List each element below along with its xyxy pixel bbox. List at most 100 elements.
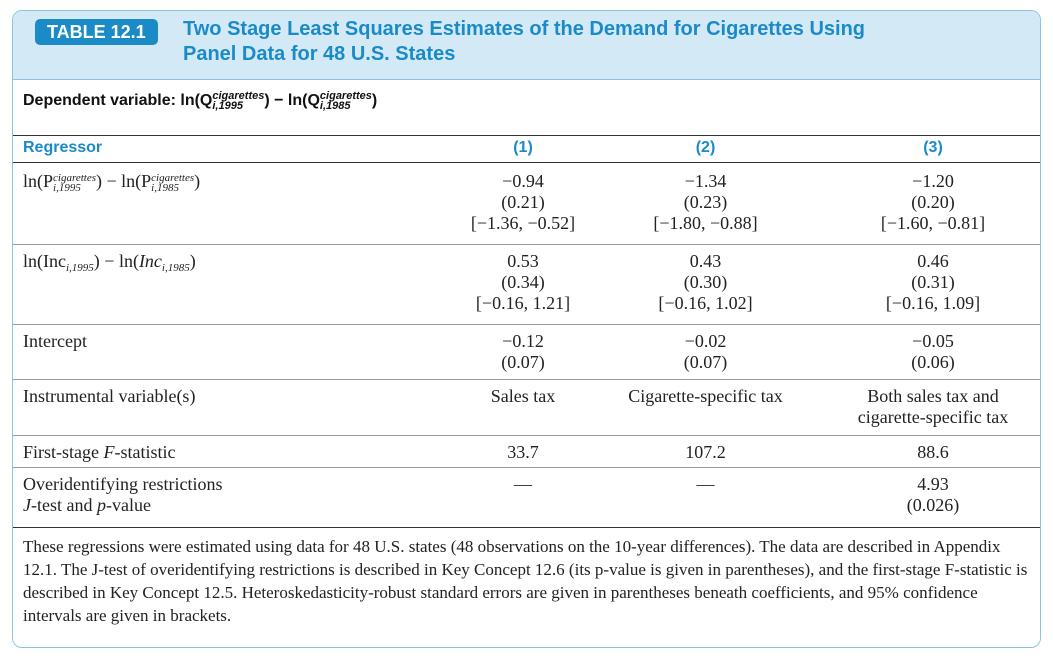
row-price-label: ln(P cigarettes i,1995) − ln(P cigarettes i,…	[23, 171, 201, 194]
fstat-c3: 88.6	[917, 442, 949, 462]
row-income-c1: 0.53 (0.34) [−0.16, 1.21]	[443, 251, 603, 314]
price-c3-se: (0.20)	[911, 192, 955, 212]
rule-row2	[13, 324, 1040, 325]
row-instruments-c2: Cigarette-specific tax	[613, 386, 798, 407]
dep-sub-2: i,1985	[319, 100, 351, 112]
dep-sup-1: cigarettes	[212, 90, 265, 102]
intercept-c2-se: (0.07)	[683, 352, 728, 372]
price-c2-ci: [−1.80, −0.88]	[653, 213, 758, 233]
price-c1-coef: −0.94	[502, 171, 544, 191]
price-supsub-2: cigarettes i,1985	[151, 171, 195, 194]
income-c1-se: (0.34)	[501, 272, 545, 292]
price-c3-ci: [−1.60, −0.81]	[880, 213, 986, 233]
table-title: Two Stage Least Squares Estimates of the…	[183, 18, 866, 65]
column-header-row: Regressor (1) (2) (3)	[13, 139, 1040, 163]
row-jtest-c2: —	[613, 474, 798, 495]
dep-prefix: Dependent variable: ln(Q	[23, 92, 213, 110]
intercept-c3-se: (0.06)	[911, 352, 955, 372]
instruments-c1: Sales tax	[490, 386, 556, 406]
jtest-label-line2: J-test and p-value	[23, 495, 151, 515]
price-sub-2: i,1985	[151, 181, 179, 194]
price-ln1: ln(P	[23, 171, 54, 191]
rule-row4	[13, 435, 1040, 436]
row-instruments-label: Instrumental variable(s)	[23, 386, 196, 406]
row-price-c3: −1.20 (0.20) [−1.60, −0.81]	[833, 171, 1033, 234]
col3-header: (3)	[923, 139, 943, 156]
rule-row1	[13, 244, 1040, 245]
table-frame: TABLE 12.1 Two Stage Least Squares Estim…	[12, 10, 1041, 648]
regressor-header: Regressor	[23, 139, 103, 156]
intercept-c1-se: (0.07)	[501, 352, 545, 372]
table-badge: TABLE 12.1	[35, 19, 158, 45]
price-c2-se: (0.23)	[683, 192, 728, 212]
price-supsub-1: cigarettes i,1995	[53, 171, 96, 194]
row-fstat-c3: 88.6	[833, 442, 1033, 463]
row-jtest-c1: —	[443, 474, 603, 495]
fstat-c1: 33.7	[507, 442, 539, 462]
instruments-c3-line2: cigarette-specific tax	[857, 407, 1009, 427]
rule-bottom	[13, 527, 1040, 528]
dependent-variable: Dependent variable: ln(Q cigarettes i,1995…	[23, 90, 378, 112]
intercept-c1-coef: −0.12	[502, 331, 544, 351]
row-income-c3: 0.46 (0.31) [−0.16, 1.09]	[833, 251, 1033, 314]
dep-supsub-1: cigarettes i,1995	[212, 90, 265, 112]
row-fstat-c2: 107.2	[613, 442, 798, 463]
row-fstat-c1: 33.7	[443, 442, 603, 463]
jtest-label-line1: Overidentifying restrictions	[23, 474, 223, 494]
row-instruments-c3: Both sales tax and cigarette-specific ta…	[833, 386, 1033, 428]
income-c2-se: (0.30)	[683, 272, 728, 292]
row-jtest-c3: 4.93 (0.026)	[833, 474, 1033, 516]
income-sub-2: i,1985	[161, 262, 190, 274]
row-instruments-c1: Sales tax	[443, 386, 603, 407]
income-sub-1: i,1995	[65, 262, 94, 274]
row-income-c2: 0.43 (0.30) [−0.16, 1.02]	[613, 251, 798, 314]
rule-row5	[13, 467, 1040, 468]
col1-header: (1)	[513, 139, 533, 156]
income-sub-wrap-2: i,1985	[161, 262, 190, 274]
row-price-c2: −1.34 (0.23) [−1.80, −0.88]	[613, 171, 798, 234]
jtest-c2: —	[696, 474, 715, 494]
table-note: These regressions were estimated using d…	[23, 537, 1028, 625]
dep-supsub-2: cigarettes i,1985	[319, 90, 372, 112]
rule-top	[13, 135, 1040, 136]
row-price-c1: −0.94 (0.21) [−1.36, −0.52]	[443, 171, 603, 234]
col2-header: (2)	[695, 139, 716, 156]
price-c1-ci: [−1.36, −0.52]	[470, 213, 576, 233]
rule-header	[13, 162, 1040, 163]
row-fstat-label: First-stage F-statistic	[23, 442, 176, 462]
row-intercept-label: Intercept	[23, 331, 87, 351]
income-c2-coef: 0.43	[689, 251, 722, 271]
income-c1-coef: 0.53	[507, 251, 539, 271]
price-c1-se: (0.21)	[501, 192, 545, 212]
price-sub-1: i,1995	[53, 181, 81, 194]
row-intercept-c1: −0.12 (0.07)	[443, 331, 603, 373]
jtest-c3-pvalue: (0.026)	[906, 495, 960, 515]
price-c3-coef: −1.20	[912, 171, 954, 191]
income-c3-coef: 0.46	[917, 251, 949, 271]
instruments-c3-line1: Both sales tax and	[867, 386, 999, 406]
row-income-label: ln(Inc i,1995) − ln(Inc i,1985)	[23, 251, 196, 274]
jtest-c1: —	[514, 474, 532, 494]
instruments-c2: Cigarette-specific tax	[628, 386, 783, 406]
row-intercept-c3: −0.05 (0.06)	[833, 331, 1033, 373]
jtest-c3-stat: 4.93	[917, 474, 949, 494]
row-intercept-c2: −0.02 (0.07)	[613, 331, 798, 373]
table-header: TABLE 12.1 Two Stage Least Squares Estim…	[13, 11, 1040, 80]
dep-suffix: )	[371, 92, 378, 110]
income-sub-wrap-1: i,1995	[65, 262, 94, 274]
income-ln1: ln(Inc	[23, 251, 66, 271]
rule-row3	[13, 379, 1040, 380]
fstat-c2: 107.2	[685, 442, 726, 462]
income-c2-ci: [−0.16, 1.02]	[658, 293, 753, 313]
dep-sub-1: i,1995	[212, 100, 243, 112]
intercept-c3-coef: −0.05	[912, 331, 954, 351]
income-c3-se: (0.31)	[911, 272, 955, 292]
income-c1-ci: [−0.16, 1.21]	[475, 293, 571, 313]
price-sup-1: cigarettes	[53, 171, 96, 184]
price-c2-coef: −1.34	[684, 171, 727, 191]
intercept-c2-coef: −0.02	[684, 331, 727, 351]
dep-sup-2: cigarettes	[319, 90, 372, 102]
price-sup-2: cigarettes	[151, 171, 195, 184]
row-jtest-label: Overidentifying restrictions J-test and …	[23, 474, 222, 516]
income-c3-ci: [−0.16, 1.09]	[885, 293, 981, 313]
